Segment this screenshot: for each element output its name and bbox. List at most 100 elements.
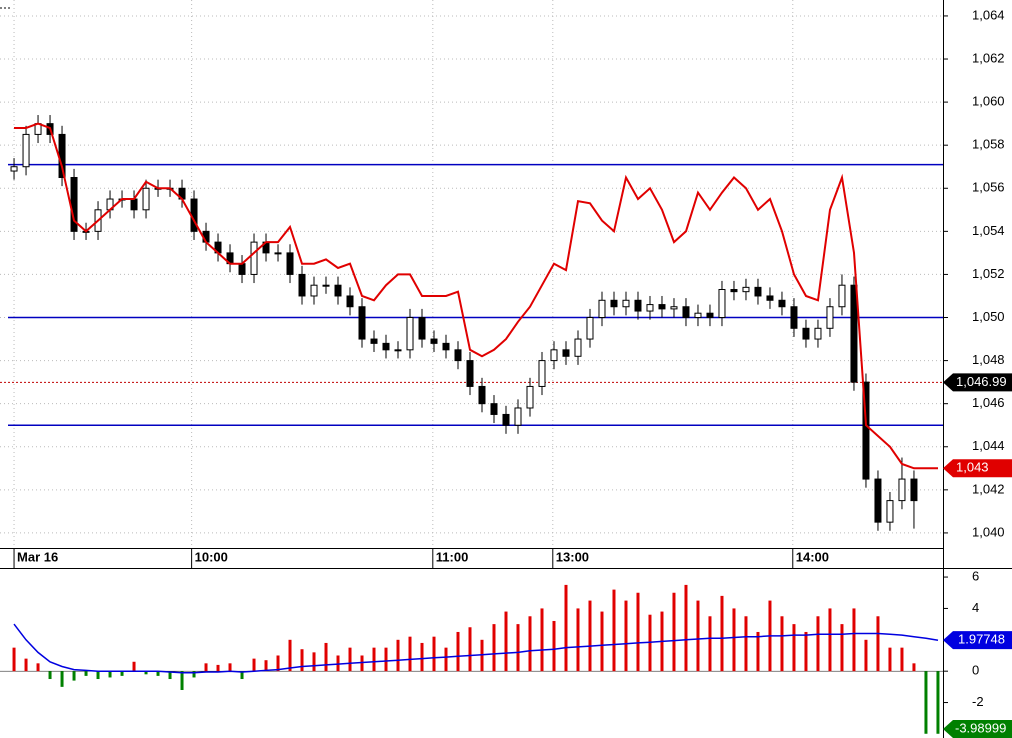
y-tick-label: 4 (972, 600, 979, 615)
candle-body (910, 478, 918, 502)
candle-body (238, 263, 246, 275)
label-box (943, 720, 1012, 738)
histogram-bar (936, 671, 940, 734)
candle-body (742, 286, 750, 293)
histogram-bar (420, 642, 424, 672)
histogram-bar (564, 584, 568, 672)
histogram-bar (828, 608, 832, 672)
y-tick-label: 1,052 (972, 266, 1005, 281)
candle-body (730, 289, 738, 293)
histogram-bar (672, 592, 676, 672)
histogram-bar (516, 624, 520, 672)
histogram-bar (48, 671, 52, 680)
y-tick-label: 1,040 (972, 524, 1005, 539)
candle-body (658, 304, 666, 310)
candle-body (610, 299, 618, 308)
candle-body (718, 289, 726, 319)
histogram-bar (12, 647, 16, 672)
histogram-bar (432, 636, 436, 672)
x-tick-label: 14:00 (796, 549, 829, 564)
candle-body (130, 198, 138, 211)
candle-body (274, 252, 282, 255)
histogram-bar (792, 624, 796, 672)
histogram-bar (900, 647, 904, 672)
histogram-bar (288, 639, 292, 672)
y-tick-label: 1,056 (972, 180, 1005, 195)
histogram-bar (888, 647, 892, 672)
candle-body (502, 413, 510, 426)
histogram-bar (804, 631, 808, 672)
histogram-bar (600, 611, 604, 672)
histogram-bar (624, 600, 628, 672)
histogram-bar (168, 671, 172, 680)
histogram-bar (228, 663, 232, 672)
candle-body (310, 284, 318, 297)
candle-body (490, 403, 498, 415)
last-label: 1,043 (956, 460, 989, 475)
candle-body (574, 338, 582, 357)
histogram-bar (120, 671, 124, 676)
histogram-bar (96, 671, 100, 680)
candle-body (862, 381, 870, 480)
histogram-bar (216, 664, 220, 672)
candle-body (10, 166, 18, 172)
histogram-bar (192, 671, 196, 678)
last-label: 1,046.99 (956, 374, 1007, 389)
y-tick-label: 1,062 (972, 50, 1005, 65)
candle-body (886, 500, 894, 523)
histogram-bar (240, 671, 244, 680)
histogram-bar (876, 616, 880, 672)
candle-body (514, 407, 522, 426)
candle-body (526, 385, 534, 409)
histogram-bar (276, 655, 280, 672)
candle-body (430, 338, 438, 344)
candle-body (706, 312, 714, 319)
candle-body (646, 304, 654, 312)
histogram-bar (612, 589, 616, 672)
histogram-bar (696, 600, 700, 672)
histogram-bar (264, 660, 268, 672)
candle-body (694, 312, 702, 319)
candle-body (562, 349, 570, 357)
histogram-bar (312, 652, 316, 672)
histogram-bar (24, 658, 28, 672)
histogram-bar (360, 655, 364, 672)
histogram-bar (636, 592, 640, 672)
histogram-bar (396, 639, 400, 672)
candle-body (538, 360, 546, 387)
candle-body (850, 284, 858, 383)
x-tick-label: Mar 16 (17, 549, 58, 564)
label-box (943, 631, 1012, 650)
histogram-bar (36, 663, 40, 672)
candle-body (142, 187, 150, 211)
histogram-bar (468, 627, 472, 672)
histogram-bar (324, 642, 328, 672)
candle-body (838, 284, 846, 308)
histogram-bar (744, 616, 748, 672)
candle-body (778, 299, 786, 308)
histogram-bar (540, 608, 544, 672)
candle-body (22, 133, 30, 168)
candle-body (358, 306, 366, 340)
candle-body (382, 342, 390, 351)
histogram-bar (456, 631, 460, 672)
candle-body (406, 317, 414, 351)
y-tick-label: 1,048 (972, 352, 1005, 367)
histogram-bar (708, 616, 712, 672)
histogram-bar (156, 671, 160, 676)
histogram-bar (780, 616, 784, 672)
y-tick-label: 1,058 (972, 137, 1005, 152)
x-tick-label: 13:00 (556, 549, 589, 564)
candle-body (286, 252, 294, 275)
histogram-bar (444, 647, 448, 672)
candle-body (670, 306, 678, 310)
last-label: -3.98999 (955, 720, 1006, 735)
candle-body (442, 342, 450, 351)
histogram-bar (840, 624, 844, 672)
histogram-bar (684, 584, 688, 672)
candle-body (250, 241, 258, 275)
candle-body (790, 306, 798, 329)
candle-body (346, 295, 354, 308)
y-tick-label: -2 (972, 694, 984, 709)
y-tick-label: 6 (972, 568, 979, 583)
